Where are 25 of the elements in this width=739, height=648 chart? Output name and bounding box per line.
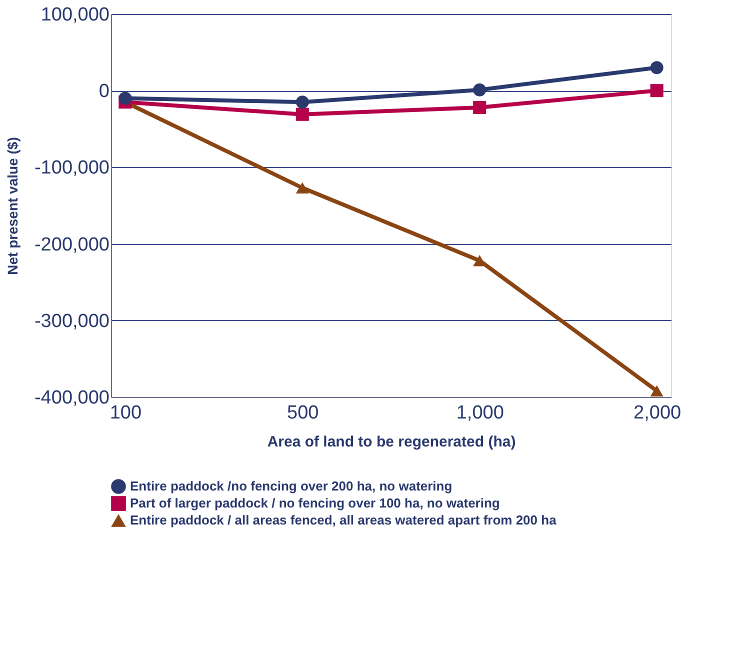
point <box>473 83 486 96</box>
legend-label: Entire paddock /no fencing over 200 ha, no watering <box>130 478 452 494</box>
point <box>296 108 309 121</box>
y-tick-label: -300,000 <box>34 310 110 332</box>
y-tick-label: -100,000 <box>34 158 110 179</box>
point <box>473 100 486 114</box>
point <box>650 61 664 74</box>
point <box>650 385 664 397</box>
point <box>296 96 309 109</box>
point <box>473 255 486 266</box>
y-axis-title: Net present value ($) <box>4 137 20 275</box>
x-axis-title: Area of land to be regenerated (ha) <box>267 434 516 450</box>
legend-label: Part of larger paddock / no fencing over 100 ha, no watering <box>130 496 500 510</box>
y-tick-label: -200,000 <box>34 234 110 256</box>
x-tick-label: 2,000 <box>634 402 682 424</box>
point <box>118 92 132 105</box>
y-tick-label: 100,000 <box>40 4 110 26</box>
legend-label: Entire paddock / all areas fenced, all areas watered apart from 200 ha <box>130 512 558 528</box>
x-tick-label: 500 <box>287 402 319 424</box>
x-tick-label: 1,000 <box>456 402 504 424</box>
point <box>296 182 309 194</box>
y-tick-label: 0 <box>98 81 110 102</box>
y-tick-label: -400,000 <box>34 388 110 408</box>
point <box>650 84 664 98</box>
x-tick-label: 100 <box>110 402 142 424</box>
